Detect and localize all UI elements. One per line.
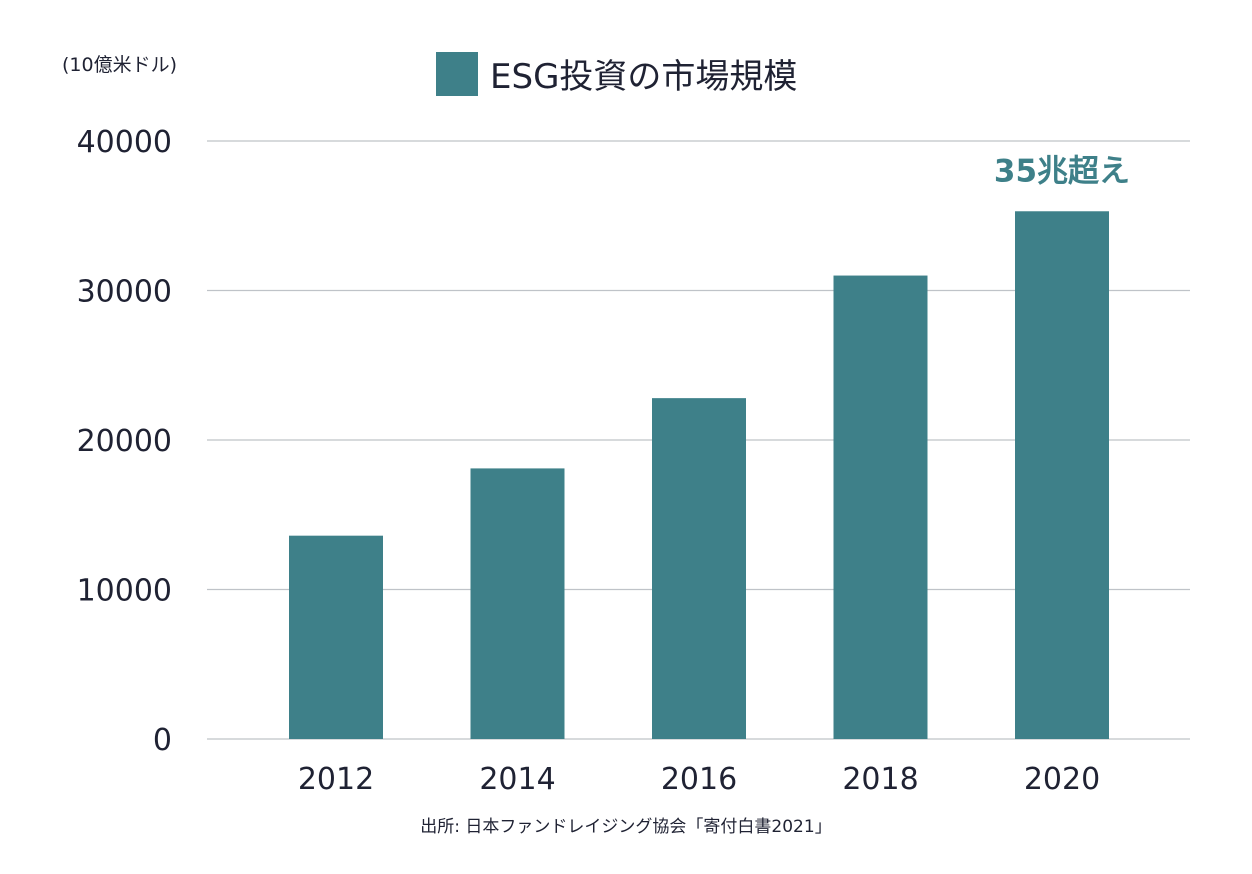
legend-swatch xyxy=(436,52,478,96)
legend-label: ESG投資の市場規模 xyxy=(490,57,797,97)
x-tick-label: 2016 xyxy=(661,762,737,797)
bar-2012 xyxy=(289,535,383,739)
source-note: 出所: 日本ファンドレイジング協会「寄付白書2021」 xyxy=(420,817,831,837)
y-tick-label: 30000 xyxy=(77,275,172,310)
x-tick-label: 2012 xyxy=(298,762,374,797)
bar-2016 xyxy=(652,398,746,739)
bar-2014 xyxy=(470,468,565,739)
y-tick-label: 20000 xyxy=(77,424,172,459)
y-tick-label: 40000 xyxy=(77,125,172,160)
x-tick-label: 2014 xyxy=(479,762,555,797)
y-tick-label: 0 xyxy=(153,723,172,758)
legend: ESG投資の市場規模 xyxy=(436,52,797,97)
x-tick-label: 2020 xyxy=(1024,762,1100,797)
annotation-label: 35兆超え xyxy=(994,153,1130,189)
bar-2020 xyxy=(1015,211,1109,739)
x-tick-label: 2018 xyxy=(842,762,918,797)
y-axis-ticks: 0 10000 20000 30000 40000 xyxy=(77,125,172,758)
y-axis-unit-label: (10億米ドル) xyxy=(62,54,177,76)
bars xyxy=(289,211,1109,739)
bar-2018 xyxy=(833,275,928,739)
x-axis-ticks: 2012 2014 2016 2018 2020 xyxy=(298,762,1100,797)
y-tick-label: 10000 xyxy=(77,574,172,609)
